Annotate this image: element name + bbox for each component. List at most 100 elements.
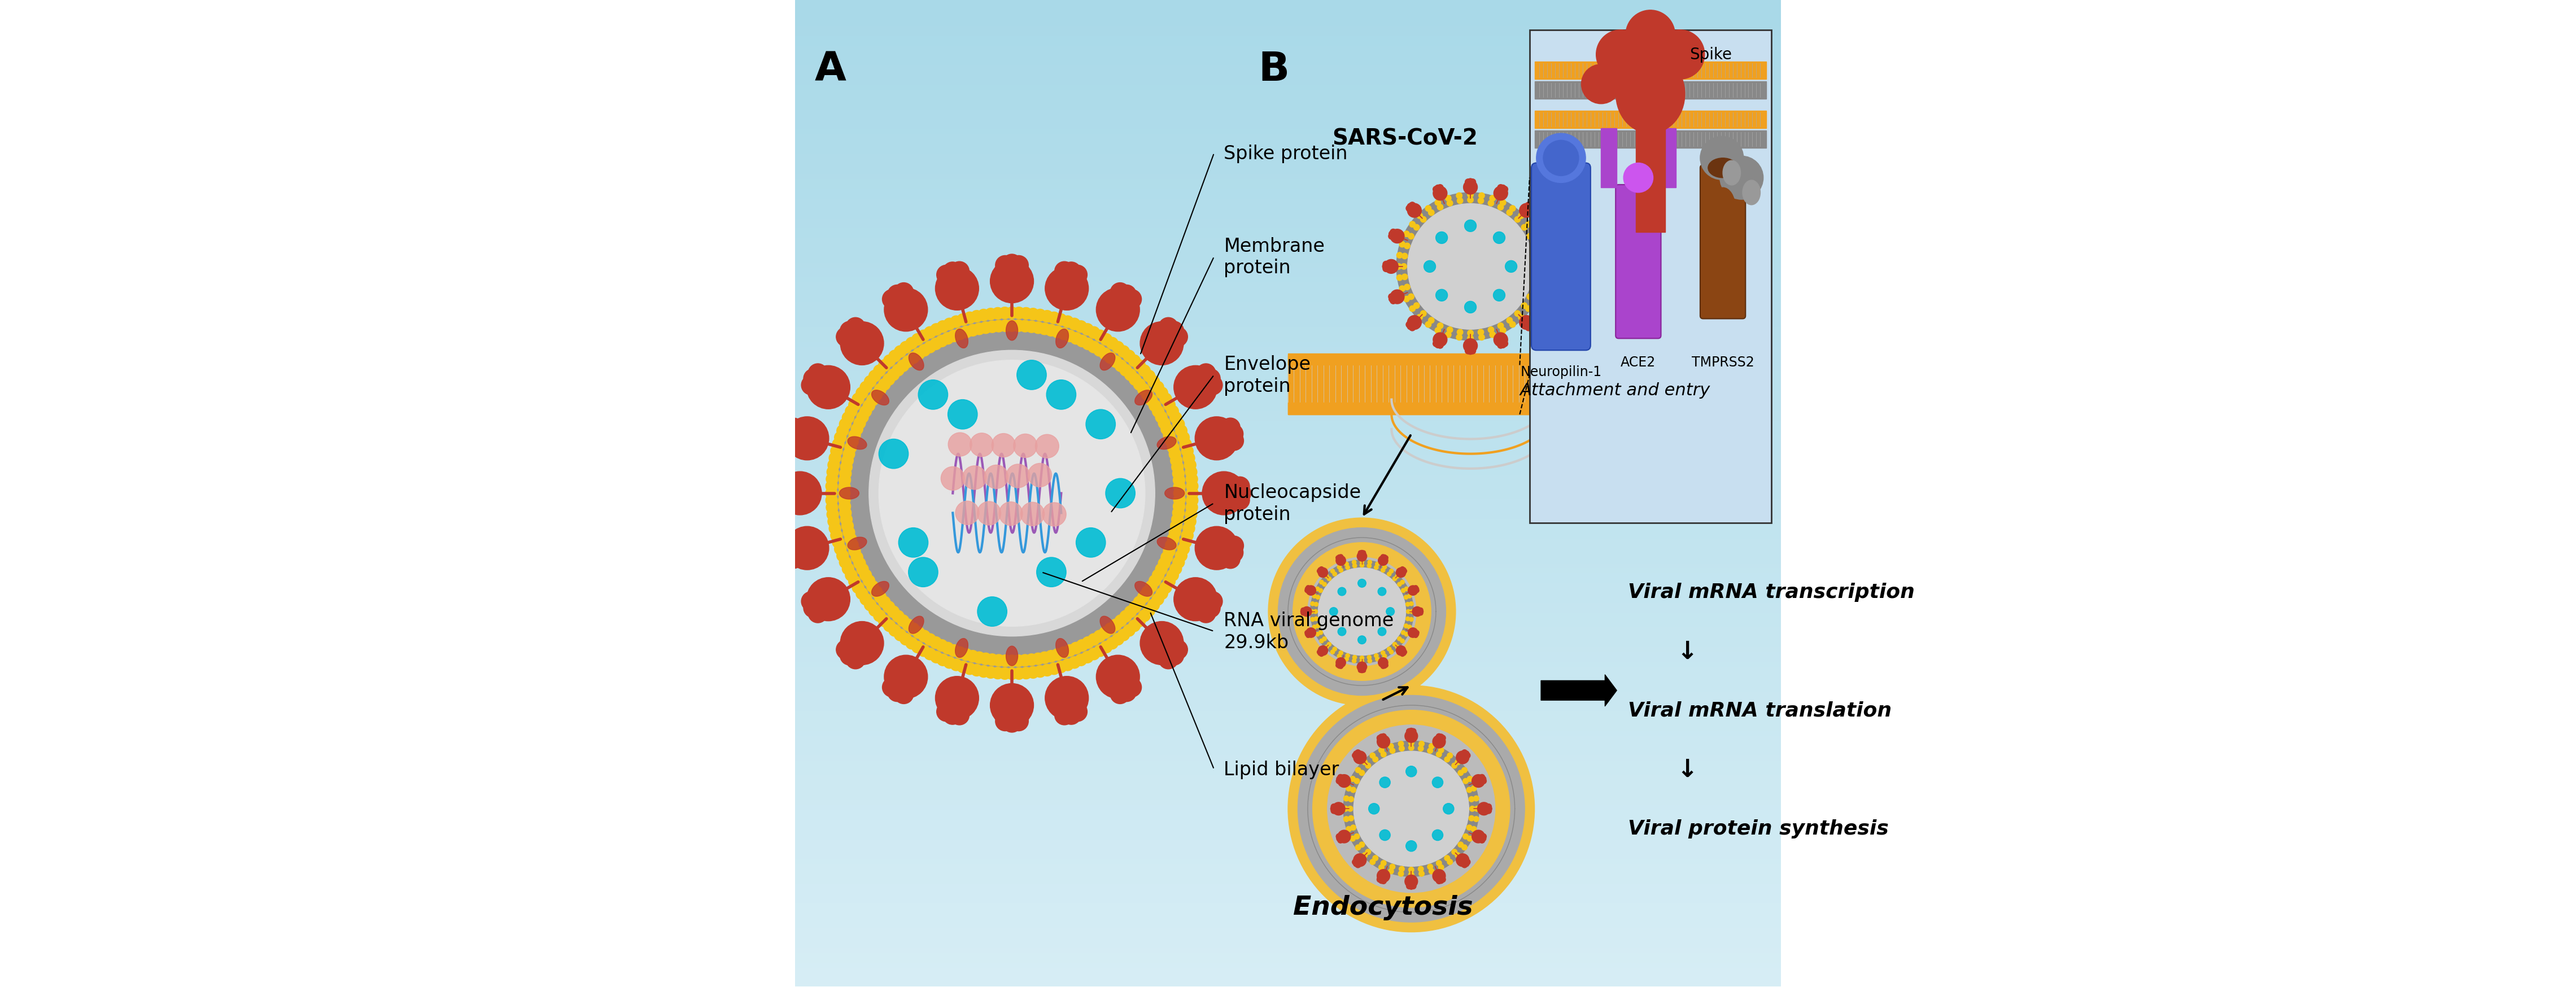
Bar bbox=[796, 696, 1780, 701]
Bar bbox=[796, 321, 1780, 326]
Circle shape bbox=[992, 654, 1005, 666]
Circle shape bbox=[853, 394, 866, 406]
Circle shape bbox=[1381, 752, 1386, 757]
Circle shape bbox=[1159, 581, 1172, 593]
Text: ↓: ↓ bbox=[1677, 639, 1698, 663]
Circle shape bbox=[1087, 342, 1100, 353]
Circle shape bbox=[961, 648, 971, 660]
Circle shape bbox=[871, 586, 881, 598]
Circle shape bbox=[878, 361, 891, 373]
Circle shape bbox=[1185, 474, 1198, 486]
Ellipse shape bbox=[1136, 391, 1151, 406]
Circle shape bbox=[891, 364, 904, 376]
Circle shape bbox=[858, 412, 868, 423]
Circle shape bbox=[912, 627, 925, 639]
Circle shape bbox=[829, 460, 840, 472]
Circle shape bbox=[1133, 596, 1146, 608]
Circle shape bbox=[1332, 650, 1334, 654]
Circle shape bbox=[1352, 751, 1365, 764]
Circle shape bbox=[1582, 65, 1620, 105]
Circle shape bbox=[1340, 651, 1342, 655]
Bar bbox=[1288, 403, 1633, 415]
Circle shape bbox=[1432, 187, 1440, 192]
Circle shape bbox=[963, 662, 976, 674]
Circle shape bbox=[1041, 664, 1054, 676]
Circle shape bbox=[896, 360, 909, 372]
Circle shape bbox=[1466, 220, 1476, 232]
Circle shape bbox=[1020, 654, 1030, 666]
Circle shape bbox=[1406, 728, 1412, 734]
Circle shape bbox=[1401, 631, 1406, 635]
Circle shape bbox=[943, 319, 956, 331]
Circle shape bbox=[1185, 501, 1198, 513]
Circle shape bbox=[1528, 294, 1533, 300]
Circle shape bbox=[1468, 797, 1473, 802]
Circle shape bbox=[860, 382, 871, 394]
Bar bbox=[796, 711, 1780, 716]
Circle shape bbox=[1020, 666, 1033, 678]
Bar bbox=[796, 785, 1780, 790]
Circle shape bbox=[999, 668, 1010, 680]
Circle shape bbox=[884, 290, 902, 309]
Circle shape bbox=[1463, 834, 1468, 839]
Circle shape bbox=[858, 412, 868, 423]
Circle shape bbox=[850, 423, 863, 435]
Text: ACE2: ACE2 bbox=[1620, 355, 1656, 369]
Circle shape bbox=[1175, 366, 1218, 410]
Circle shape bbox=[1012, 668, 1025, 680]
Circle shape bbox=[989, 260, 1033, 303]
Circle shape bbox=[1105, 352, 1115, 364]
Circle shape bbox=[1007, 308, 1018, 320]
Circle shape bbox=[1525, 325, 1533, 332]
Circle shape bbox=[1432, 187, 1448, 200]
Bar bbox=[796, 538, 1780, 543]
Circle shape bbox=[863, 400, 876, 412]
Bar bbox=[796, 75, 1780, 80]
Bar bbox=[796, 252, 1780, 257]
Bar bbox=[796, 484, 1780, 489]
Circle shape bbox=[925, 634, 935, 645]
Circle shape bbox=[953, 329, 966, 341]
Circle shape bbox=[1141, 371, 1154, 383]
Circle shape bbox=[1355, 834, 1360, 839]
Circle shape bbox=[1383, 260, 1399, 273]
Circle shape bbox=[1471, 786, 1476, 792]
Circle shape bbox=[786, 417, 829, 460]
Circle shape bbox=[1497, 323, 1504, 329]
Bar bbox=[796, 892, 1780, 897]
Circle shape bbox=[1347, 815, 1355, 821]
Circle shape bbox=[992, 667, 1005, 679]
Circle shape bbox=[1069, 656, 1079, 668]
Circle shape bbox=[1298, 696, 1525, 922]
Circle shape bbox=[1388, 296, 1396, 302]
Circle shape bbox=[1170, 564, 1182, 574]
Circle shape bbox=[866, 376, 876, 388]
Circle shape bbox=[1200, 369, 1221, 389]
Circle shape bbox=[1319, 652, 1324, 656]
Circle shape bbox=[827, 501, 837, 513]
Circle shape bbox=[1182, 460, 1195, 472]
Circle shape bbox=[860, 593, 871, 605]
Circle shape bbox=[925, 328, 935, 340]
Circle shape bbox=[1378, 747, 1383, 753]
Circle shape bbox=[1182, 523, 1195, 535]
Bar bbox=[796, 503, 1780, 508]
Circle shape bbox=[853, 581, 863, 593]
Circle shape bbox=[1321, 637, 1327, 641]
Circle shape bbox=[1468, 180, 1476, 186]
Circle shape bbox=[1497, 185, 1504, 191]
Circle shape bbox=[1437, 323, 1443, 329]
Circle shape bbox=[889, 350, 902, 362]
Circle shape bbox=[1182, 530, 1193, 542]
Circle shape bbox=[1396, 192, 1546, 341]
Circle shape bbox=[878, 596, 891, 608]
Circle shape bbox=[1020, 308, 1033, 320]
Circle shape bbox=[840, 514, 853, 526]
Circle shape bbox=[1430, 869, 1435, 874]
Circle shape bbox=[853, 558, 866, 569]
Bar bbox=[796, 247, 1780, 252]
Ellipse shape bbox=[1157, 437, 1177, 450]
Circle shape bbox=[1100, 334, 1113, 345]
Circle shape bbox=[1188, 481, 1198, 493]
Bar bbox=[796, 632, 1780, 637]
